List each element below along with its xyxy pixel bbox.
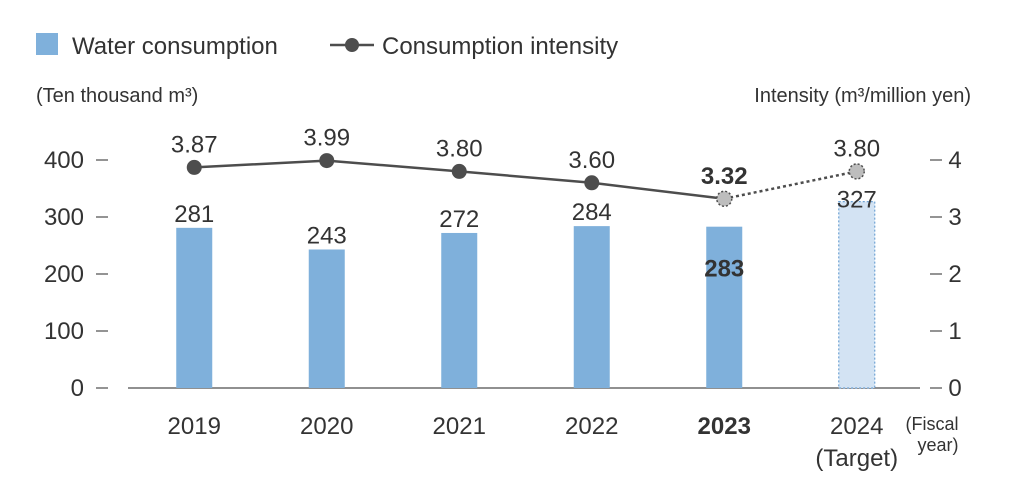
bar-value-labels: 281 243 272 284 283 327 [174,187,877,283]
intensity-value-label: 3.80 [436,135,483,162]
bar [441,232,478,388]
intensity-point [319,153,335,169]
bar-value-label: 283 [704,256,744,283]
x-axis-note-line1: (Fiscal [906,414,959,434]
intensity-point [451,163,467,179]
x-tick-label: 2024 [830,413,883,440]
bar [706,226,743,388]
intensity-value-label: 3.80 [833,135,880,162]
y-left-tick-label: 100 [44,318,84,345]
intensity-point [186,159,202,175]
bar [176,227,213,388]
bar-value-label: 281 [174,201,214,228]
intensity-value-label: 3.32 [701,163,748,190]
y-axis-right: 0 1 2 3 4 [930,147,962,402]
bar [573,226,610,388]
intensity-line-target [723,170,858,200]
y-left-tick-label: 400 [44,147,84,174]
legend: Water consumption Consumption intensity [36,33,618,60]
y-axis-left-title: (Ten thousand m³) [36,85,198,107]
y-right-tick-label: 1 [948,318,961,345]
x-tick-label: 2019 [168,413,221,440]
bar-value-label: 327 [837,187,877,214]
bar-value-label: 272 [439,206,479,233]
bar [838,201,876,389]
intensity-value-label: 3.60 [568,147,615,174]
bar-value-label: 284 [572,199,612,226]
y-axis-right-title: Intensity (m³/million yen) [754,85,971,107]
bar [308,249,345,388]
bar-value-label: 243 [307,222,347,249]
intensity-point [848,163,865,180]
y-right-tick-label: 0 [948,375,961,402]
y-left-tick-label: 300 [44,204,84,231]
legend-line-marker [345,38,359,52]
legend-bar-label: Water consumption [72,33,278,60]
intensity-value-label: 3.87 [171,131,218,158]
y-left-tick-label: 200 [44,261,84,288]
legend-bar-swatch [36,33,58,55]
intensity-value-labels: 3.87 3.99 3.80 3.60 3.32 3.80 [171,125,880,190]
bars [176,201,876,389]
x-axis-labels: 2019 2020 2021 2022 2023 2024 (Target) [168,413,899,472]
y-axis-left: 0 100 200 300 400 [44,147,108,402]
intensity-value-label: 3.99 [303,125,350,152]
y-right-tick-label: 2 [948,261,961,288]
x-tick-label: 2020 [300,413,353,440]
x-axis-note-line2: year) [917,435,958,455]
y-left-tick-label: 0 [71,375,84,402]
intensity-point [584,175,600,191]
intensity-point [716,190,733,208]
x-tick-label: 2022 [565,413,618,440]
y-right-tick-label: 3 [948,204,961,231]
x-tick-label: 2021 [433,413,486,440]
legend-line-label: Consumption intensity [382,33,618,60]
intensity-line [186,153,865,208]
x-tick-label: 2023 [698,413,751,440]
x-tick-sublabel: (Target) [815,445,898,472]
y-right-tick-label: 4 [948,147,961,174]
